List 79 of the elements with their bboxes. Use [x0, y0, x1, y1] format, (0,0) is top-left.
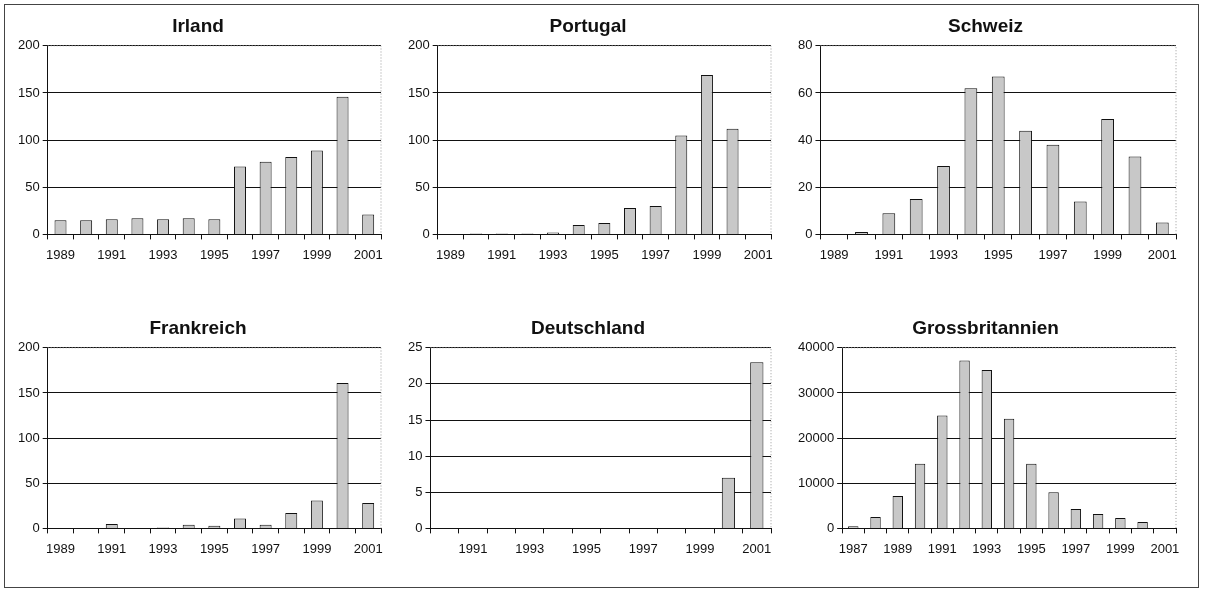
- x-tick-label: 2001: [353, 540, 383, 556]
- y-tick-label: 50: [25, 474, 40, 490]
- y-tick-label: 15: [407, 411, 423, 427]
- x-tick-label: 1991: [458, 540, 488, 556]
- y-tick-label: 100: [407, 131, 430, 147]
- y-tick-label: 200: [17, 339, 40, 355]
- x-tick-label: 2001: [1150, 540, 1180, 556]
- y-tick-label: 150: [17, 384, 40, 400]
- y-tick-label: 100: [17, 429, 40, 445]
- x-tick-label: 1993: [972, 540, 1002, 556]
- x-tick-label: 1999: [685, 540, 715, 556]
- x-tick-label: 1997: [251, 540, 281, 556]
- y-tick-label: 10: [407, 447, 423, 463]
- chart-title: Portugal: [549, 14, 627, 36]
- y-tick-label: 100: [17, 131, 40, 147]
- y-tick-label: 0: [415, 519, 423, 535]
- y-tick-label: 150: [407, 84, 430, 100]
- x-tick-label: 1991: [874, 246, 904, 262]
- y-tick-label: 40000: [797, 339, 835, 355]
- y-tick-label: 40: [797, 131, 813, 147]
- x-tick-label: 1999: [302, 540, 332, 556]
- y-tick-label: 30000: [797, 384, 835, 400]
- y-tick-label: 10000: [797, 474, 835, 490]
- x-tick-label: 1987: [838, 540, 868, 556]
- x-tick-label: 1989: [436, 246, 465, 262]
- x-tick-label: 2001: [742, 540, 772, 556]
- x-tick-label: 1997: [1038, 246, 1068, 262]
- x-tick-label: 1989: [819, 246, 849, 262]
- x-tick-label: 1997: [1061, 540, 1091, 556]
- x-tick-label: 1995: [983, 246, 1013, 262]
- x-tick-label: 1993: [148, 540, 178, 556]
- chart-title: Frankreich: [149, 316, 247, 338]
- y-tick-label: 20: [407, 375, 423, 391]
- y-tick-label: 60: [797, 84, 813, 100]
- x-tick-label: 1997: [628, 540, 658, 556]
- x-tick-label: 1993: [148, 246, 178, 262]
- x-tick-label: 1993: [538, 246, 568, 262]
- chart-title: Irland: [172, 14, 224, 36]
- x-tick-label: 2001: [743, 246, 773, 262]
- x-tick-label: 1995: [1016, 540, 1046, 556]
- y-tick-label: 20: [797, 178, 813, 194]
- x-tick-label: 1997: [641, 246, 671, 262]
- x-tick-label: 1989: [46, 540, 75, 556]
- x-tick-label: 1993: [515, 540, 545, 556]
- x-tick-label: 2001: [1147, 246, 1177, 262]
- y-tick-label: 150: [17, 84, 40, 100]
- x-tick-label: 1995: [199, 540, 229, 556]
- chart-title: Deutschland: [530, 316, 646, 338]
- x-tick-label: 1991: [97, 246, 127, 262]
- x-tick-label: 1991: [487, 246, 517, 262]
- x-tick-label: 1999: [692, 246, 722, 262]
- y-tick-label: 0: [422, 225, 430, 241]
- x-tick-label: 1995: [589, 246, 619, 262]
- x-tick-label: 1999: [1105, 540, 1135, 556]
- x-tick-label: 1989: [46, 246, 75, 262]
- y-tick-label: 50: [415, 178, 430, 194]
- x-tick-label: 1995: [572, 540, 601, 556]
- y-tick-label: 20000: [797, 429, 835, 445]
- y-tick-label: 200: [17, 37, 40, 53]
- y-tick-label: 80: [797, 37, 813, 53]
- chart-title: Schweiz: [948, 14, 1023, 36]
- y-tick-label: 0: [805, 225, 813, 241]
- x-tick-label: 1995: [199, 246, 229, 262]
- x-tick-label: 1991: [97, 540, 127, 556]
- x-tick-label: 1999: [1093, 246, 1123, 262]
- x-tick-label: 1991: [927, 540, 957, 556]
- x-tick-label: 1989: [883, 540, 913, 556]
- chart-title: Grossbritannien: [912, 316, 1059, 338]
- y-tick-label: 5: [415, 483, 423, 499]
- y-tick-label: 0: [826, 519, 835, 535]
- x-tick-label: 1999: [302, 246, 332, 262]
- x-tick-label: 2001: [353, 246, 383, 262]
- y-tick-label: 25: [407, 339, 423, 355]
- y-tick-label: 0: [32, 225, 40, 241]
- y-tick-label: 50: [25, 178, 40, 194]
- y-tick-label: 0: [32, 519, 40, 535]
- x-tick-label: 1993: [929, 246, 958, 262]
- y-tick-label: 200: [407, 37, 430, 53]
- x-tick-label: 1997: [251, 246, 281, 262]
